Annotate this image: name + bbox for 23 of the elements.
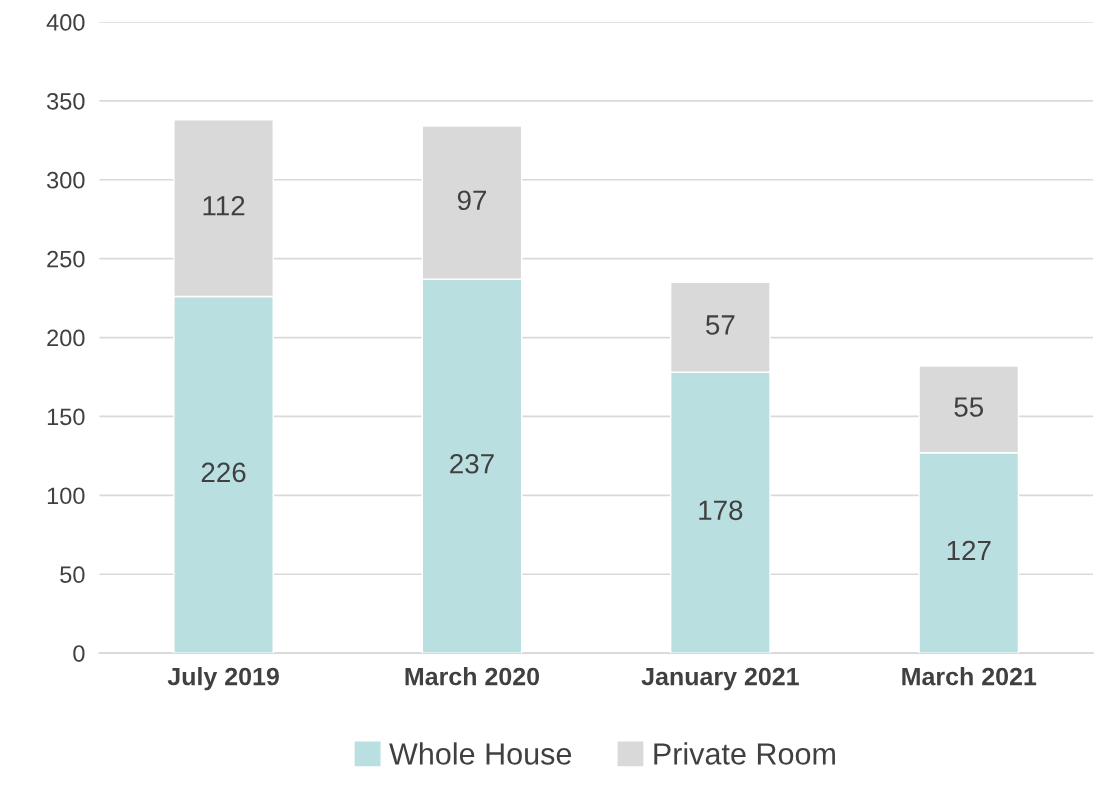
data-label: 237 — [450, 453, 494, 474]
y-tick-label: 350 — [46, 92, 85, 110]
x-tick-label: January 2021 — [641, 667, 799, 691]
data-label: 226 — [201, 462, 246, 483]
data-label: 97 — [457, 190, 487, 211]
data-label: 127 — [947, 540, 991, 561]
data-label: 178 — [699, 500, 743, 521]
y-tick-label: 300 — [46, 171, 85, 189]
y-tick-label: 0 — [73, 645, 85, 662]
data-label: 55 — [954, 397, 984, 417]
x-tick-label: March 2020 — [405, 667, 540, 686]
y-tick-label: 50 — [60, 566, 85, 584]
data-label: 112 — [203, 195, 245, 216]
y-tick-label: 200 — [47, 329, 85, 347]
legend-label: Whole House — [389, 742, 572, 765]
legend-label: Private Room — [654, 742, 835, 765]
x-tick-label: July 2019 — [167, 667, 279, 691]
y-tick-label: 400 — [46, 14, 85, 31]
x-tick-label: March 2021 — [902, 667, 1037, 686]
y-tick-label: 100 — [47, 487, 85, 505]
y-tick-label: 250 — [47, 250, 85, 268]
y-tick-label: 150 — [47, 408, 85, 426]
data-label: 57 — [706, 315, 735, 335]
